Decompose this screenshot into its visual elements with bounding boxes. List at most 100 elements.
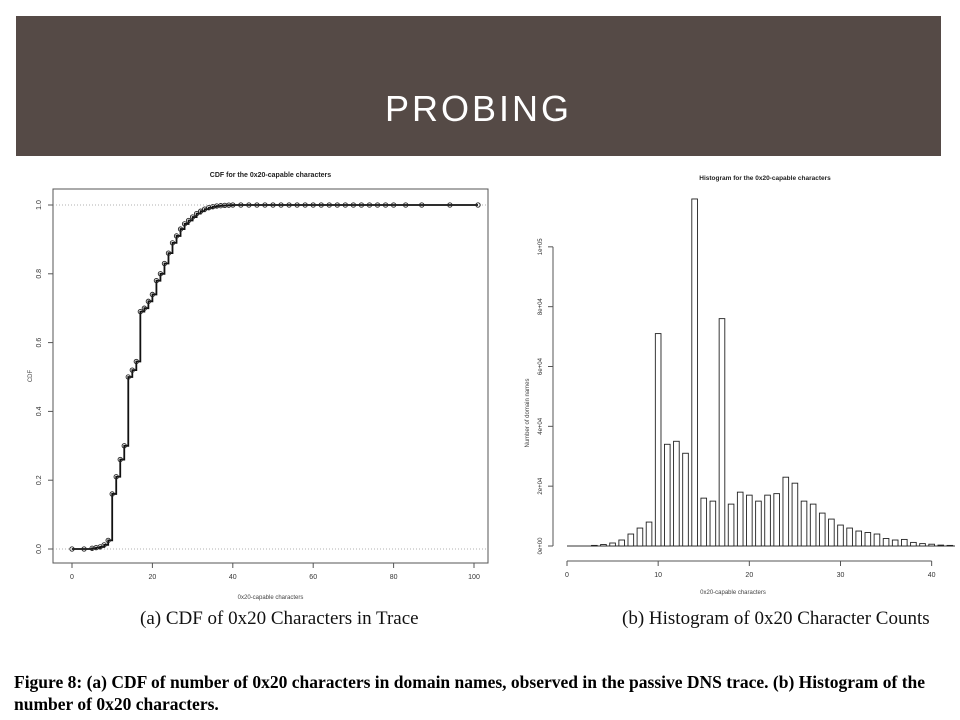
histogram-bar xyxy=(864,532,872,547)
cdf-point xyxy=(69,546,75,552)
histogram-bar xyxy=(919,543,926,547)
histogram-bar xyxy=(901,538,908,547)
cdf-point xyxy=(230,202,236,208)
histogram-bar xyxy=(591,544,598,547)
histogram-bar xyxy=(682,452,689,547)
x-axis-label: 0x20-capable characters xyxy=(238,595,304,601)
cdf-point xyxy=(286,202,292,208)
cdf-series-line xyxy=(72,204,479,550)
y-tick-label: 2e+04 xyxy=(538,477,544,495)
cdf-point xyxy=(121,443,127,449)
x-tick-label: 80 xyxy=(390,574,398,581)
cdf-point xyxy=(177,226,184,232)
cdf-point xyxy=(197,208,204,214)
cdf-point xyxy=(447,202,453,208)
histogram-bar xyxy=(873,533,881,547)
histogram-bar xyxy=(828,518,835,547)
cdf-point xyxy=(342,202,349,208)
cdf-point xyxy=(302,202,308,208)
x-tick-label: 0 xyxy=(565,572,569,579)
x-tick-label: 30 xyxy=(837,572,845,579)
cdf-point xyxy=(173,233,180,239)
cdf-point xyxy=(326,202,332,208)
histogram-bar xyxy=(764,494,771,547)
cdf-point xyxy=(310,202,316,208)
histogram-bar xyxy=(618,539,625,547)
histogram-bar xyxy=(837,524,844,547)
histogram-bar xyxy=(755,500,762,547)
y-tick-label: 1e+05 xyxy=(538,238,544,256)
y-tick-label: 0.4 xyxy=(36,406,43,416)
histogram-bar xyxy=(809,503,817,547)
y-tick-label: 0.8 xyxy=(36,269,43,279)
histogram-chart: Histogram for the 0x20-capable character… xyxy=(525,175,955,596)
cdf-chart: CDF for the 0x20-capable characters 0x20-… xyxy=(28,172,489,601)
cdf-point xyxy=(137,308,143,315)
cdf-point xyxy=(334,202,340,208)
y-tick-label: 0.2 xyxy=(36,475,43,485)
x-axis-label: 0x20-capable characters xyxy=(700,590,766,596)
cdf-point xyxy=(193,210,200,217)
chart-title: Histogram for the 0x20-capable character… xyxy=(699,175,831,182)
x-tick-label: 20 xyxy=(149,574,157,581)
cdf-point xyxy=(141,305,148,311)
y-tick-label: 6e+04 xyxy=(538,357,544,375)
cdf-point xyxy=(153,278,160,284)
histogram-bar xyxy=(645,521,653,547)
y-tick-label: 0.0 xyxy=(36,544,43,554)
cdf-point xyxy=(254,202,260,208)
cdf-point xyxy=(278,202,284,208)
cdf-point xyxy=(419,202,425,208)
cdf-point xyxy=(157,271,164,277)
cdf-point xyxy=(318,202,324,208)
histogram-bar xyxy=(882,538,890,547)
cdf-point xyxy=(97,544,103,550)
histogram-bar xyxy=(673,440,680,547)
slide-title: PROBING xyxy=(384,88,573,129)
cdf-point xyxy=(374,202,381,208)
histogram-bar xyxy=(910,541,917,547)
histogram-bar xyxy=(627,533,635,547)
histogram-bar xyxy=(800,500,808,547)
cdf-point xyxy=(117,456,123,463)
cdf-point xyxy=(366,202,373,208)
cdf-point xyxy=(133,358,139,365)
histogram-bar xyxy=(855,530,862,547)
histogram-bar xyxy=(736,491,744,547)
cdf-point xyxy=(161,260,168,267)
cdf-point xyxy=(246,202,252,208)
x-tick-label: 60 xyxy=(309,574,317,581)
cdf-point xyxy=(125,374,131,380)
cdf-point xyxy=(145,298,152,304)
cdf-point xyxy=(403,202,409,208)
x-tick-label: 10 xyxy=(654,572,662,579)
cdf-point xyxy=(390,202,397,208)
histogram-bar xyxy=(891,539,899,547)
histogram-bar xyxy=(636,527,644,547)
cdf-point xyxy=(105,537,111,544)
histogram-bar xyxy=(600,544,607,547)
cdf-point xyxy=(149,291,156,298)
histogram-bar xyxy=(791,482,799,547)
histogram-bar xyxy=(654,333,662,547)
cdf-point xyxy=(109,491,115,497)
x-tick-label: 20 xyxy=(745,572,753,579)
cdf-point xyxy=(358,202,365,208)
x-tick-label: 40 xyxy=(229,574,237,581)
cdf-point xyxy=(189,214,196,220)
cdf-point xyxy=(113,474,119,480)
y-axis-label: Number of domain names xyxy=(525,378,531,447)
histogram-bar xyxy=(937,544,945,547)
y-tick-label: 0e+00 xyxy=(538,537,544,555)
y-tick-label: 8e+04 xyxy=(538,298,544,316)
histogram-bar xyxy=(718,318,726,547)
chart-title: CDF for the 0x20-capable characters xyxy=(210,172,331,179)
histogram-bar xyxy=(709,500,717,547)
y-axis-label: CDF xyxy=(28,370,34,383)
histogram-bar xyxy=(782,476,790,547)
cdf-point xyxy=(262,202,268,208)
histogram-bar xyxy=(727,503,735,547)
cdf-point xyxy=(169,240,176,246)
cdf-point xyxy=(165,250,172,256)
x-tick-label: 0 xyxy=(70,574,74,581)
